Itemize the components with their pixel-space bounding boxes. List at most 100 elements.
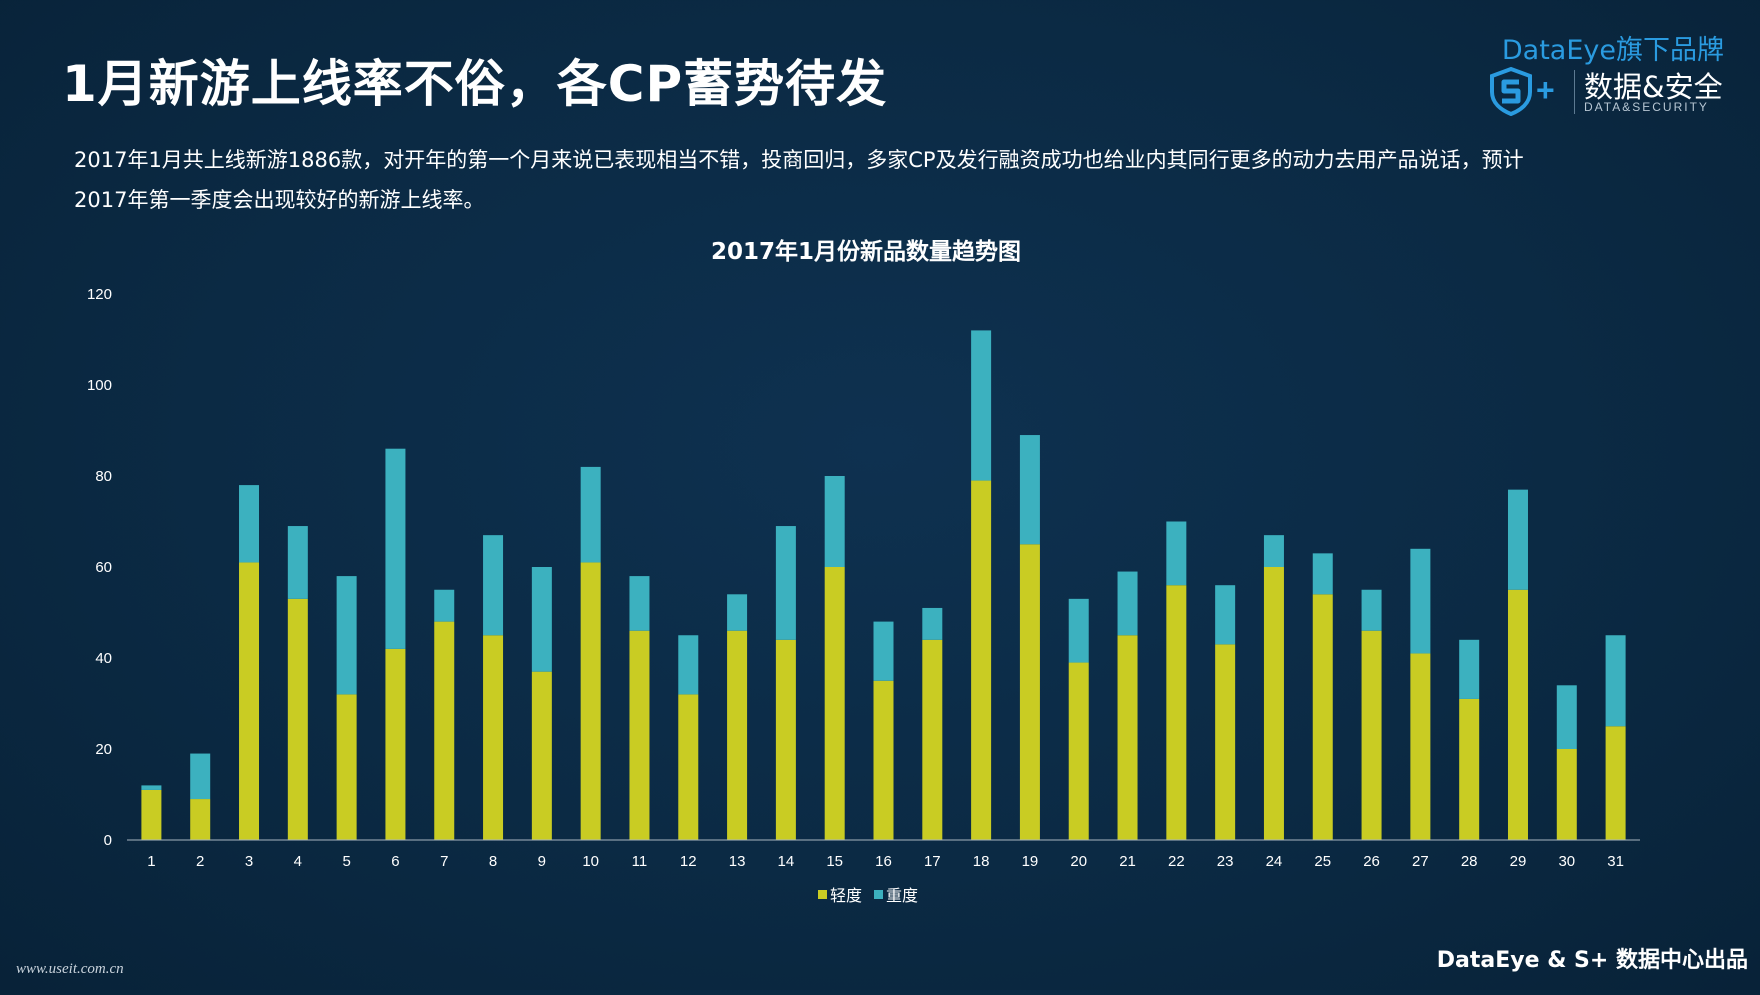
y-tick-label: 100 bbox=[87, 377, 112, 394]
x-tick-label: 16 bbox=[875, 853, 892, 870]
bar-light-16 bbox=[873, 680, 894, 840]
bar-light-6 bbox=[385, 648, 406, 840]
bar-heavy-4 bbox=[287, 526, 308, 599]
bar-light-1 bbox=[141, 789, 162, 840]
bar-heavy-16 bbox=[873, 621, 894, 681]
x-tick-label: 4 bbox=[294, 853, 302, 870]
bar-light-5 bbox=[336, 694, 357, 840]
y-tick-label: 120 bbox=[87, 286, 112, 303]
bar-light-8 bbox=[483, 635, 504, 840]
x-tick-label: 2 bbox=[196, 853, 204, 870]
x-tick-label: 25 bbox=[1314, 853, 1331, 870]
x-tick-label: 13 bbox=[729, 853, 746, 870]
brand-tagline: DataEye旗下品牌 bbox=[1501, 35, 1724, 66]
bar-light-24 bbox=[1263, 567, 1284, 840]
page-title: 1月新游上线率不俗，各CP蓄势待发 bbox=[62, 55, 888, 113]
bar-heavy-1 bbox=[141, 785, 162, 790]
bar-light-27 bbox=[1410, 653, 1431, 840]
brand-logo: + 数据&安全 DATA&SECURITY bbox=[1486, 62, 1726, 118]
y-tick-label: 0 bbox=[104, 832, 112, 849]
x-tick-label: 29 bbox=[1510, 853, 1527, 870]
bar-light-26 bbox=[1361, 630, 1382, 840]
x-tick-label: 17 bbox=[924, 853, 941, 870]
x-tick-label: 23 bbox=[1217, 853, 1234, 870]
x-tick-label: 5 bbox=[342, 853, 350, 870]
bar-heavy-13 bbox=[727, 594, 748, 631]
bar-heavy-21 bbox=[1117, 571, 1138, 636]
bar-light-12 bbox=[678, 694, 699, 840]
bar-light-4 bbox=[287, 598, 308, 840]
bar-light-20 bbox=[1068, 662, 1089, 840]
legend-swatch-heavy bbox=[874, 890, 883, 899]
bar-heavy-11 bbox=[629, 576, 650, 631]
y-axis: 0 20 40 60 80 100 120 bbox=[87, 286, 112, 849]
y-tick-label: 20 bbox=[95, 741, 112, 758]
legend-swatch-light bbox=[818, 890, 827, 899]
bar-heavy-2 bbox=[190, 753, 211, 800]
bar-light-21 bbox=[1117, 635, 1138, 840]
logo-cn-text: 数据&安全 bbox=[1584, 70, 1723, 104]
bar-light-14 bbox=[775, 639, 796, 840]
x-tick-label: 21 bbox=[1119, 853, 1136, 870]
x-tick-label: 18 bbox=[973, 853, 990, 870]
y-tick-label: 40 bbox=[95, 650, 112, 667]
legend-label-light: 轻度 bbox=[830, 886, 862, 905]
bar-heavy-27 bbox=[1410, 548, 1431, 654]
bar-light-3 bbox=[239, 562, 260, 840]
bars-group bbox=[141, 330, 1626, 840]
x-tick-label: 7 bbox=[440, 853, 448, 870]
bar-heavy-6 bbox=[385, 448, 406, 649]
bar-light-30 bbox=[1556, 749, 1577, 840]
bar-heavy-20 bbox=[1068, 598, 1089, 663]
s-plus-shield-icon bbox=[1490, 66, 1532, 116]
x-tick-label: 31 bbox=[1607, 853, 1624, 870]
x-tick-label: 1 bbox=[147, 853, 155, 870]
x-tick-label: 14 bbox=[778, 853, 795, 870]
x-axis: 1 2 3 4 5 6 7 8 9 10 11 12 13 14 15 16 17 18 19 20 21 22 23 24 2… bbox=[147, 853, 1624, 870]
bar-light-13 bbox=[727, 630, 748, 840]
bar-light-9 bbox=[531, 671, 552, 840]
bar-heavy-15 bbox=[824, 476, 845, 567]
bar-light-29 bbox=[1507, 589, 1528, 840]
bar-heavy-25 bbox=[1312, 553, 1333, 595]
logo-en-text: DATA&SECURITY bbox=[1584, 100, 1709, 114]
bar-heavy-22 bbox=[1166, 521, 1187, 586]
x-tick-label: 11 bbox=[632, 853, 648, 870]
x-tick-label: 28 bbox=[1461, 853, 1478, 870]
x-tick-label: 24 bbox=[1266, 853, 1283, 870]
bar-heavy-23 bbox=[1215, 585, 1236, 645]
bar-light-10 bbox=[580, 562, 601, 840]
bar-heavy-29 bbox=[1507, 489, 1528, 590]
x-tick-label: 15 bbox=[826, 853, 843, 870]
footer-credit: DataEye & S+ 数据中心出品 bbox=[1436, 948, 1748, 973]
bar-heavy-14 bbox=[775, 526, 796, 640]
bar-heavy-24 bbox=[1263, 535, 1284, 567]
y-tick-label: 60 bbox=[95, 559, 112, 576]
x-tick-label: 8 bbox=[489, 853, 497, 870]
bar-heavy-10 bbox=[580, 466, 601, 563]
x-tick-label: 6 bbox=[391, 853, 399, 870]
bar-heavy-30 bbox=[1556, 685, 1577, 749]
logo-divider bbox=[1574, 70, 1575, 114]
bar-heavy-9 bbox=[531, 567, 552, 672]
bar-light-31 bbox=[1605, 726, 1626, 840]
x-tick-label: 30 bbox=[1558, 853, 1575, 870]
bar-heavy-12 bbox=[678, 635, 699, 695]
bar-light-17 bbox=[922, 639, 943, 840]
x-tick-label: 22 bbox=[1168, 853, 1185, 870]
bar-heavy-5 bbox=[336, 576, 357, 695]
bar-light-11 bbox=[629, 630, 650, 840]
bar-heavy-3 bbox=[239, 485, 260, 563]
x-tick-label: 3 bbox=[245, 853, 253, 870]
bar-light-15 bbox=[824, 567, 845, 840]
description-text: 2017年1月共上线新游1886款，对开年的第一个月来说已表现相当不错，投商回归… bbox=[74, 148, 1524, 212]
x-tick-label: 26 bbox=[1363, 853, 1380, 870]
bar-light-7 bbox=[434, 621, 455, 840]
x-tick-label: 27 bbox=[1412, 853, 1429, 870]
x-tick-label: 19 bbox=[1022, 853, 1039, 870]
bar-heavy-7 bbox=[434, 589, 455, 622]
bar-heavy-19 bbox=[1019, 435, 1040, 545]
x-tick-label: 10 bbox=[582, 853, 599, 870]
